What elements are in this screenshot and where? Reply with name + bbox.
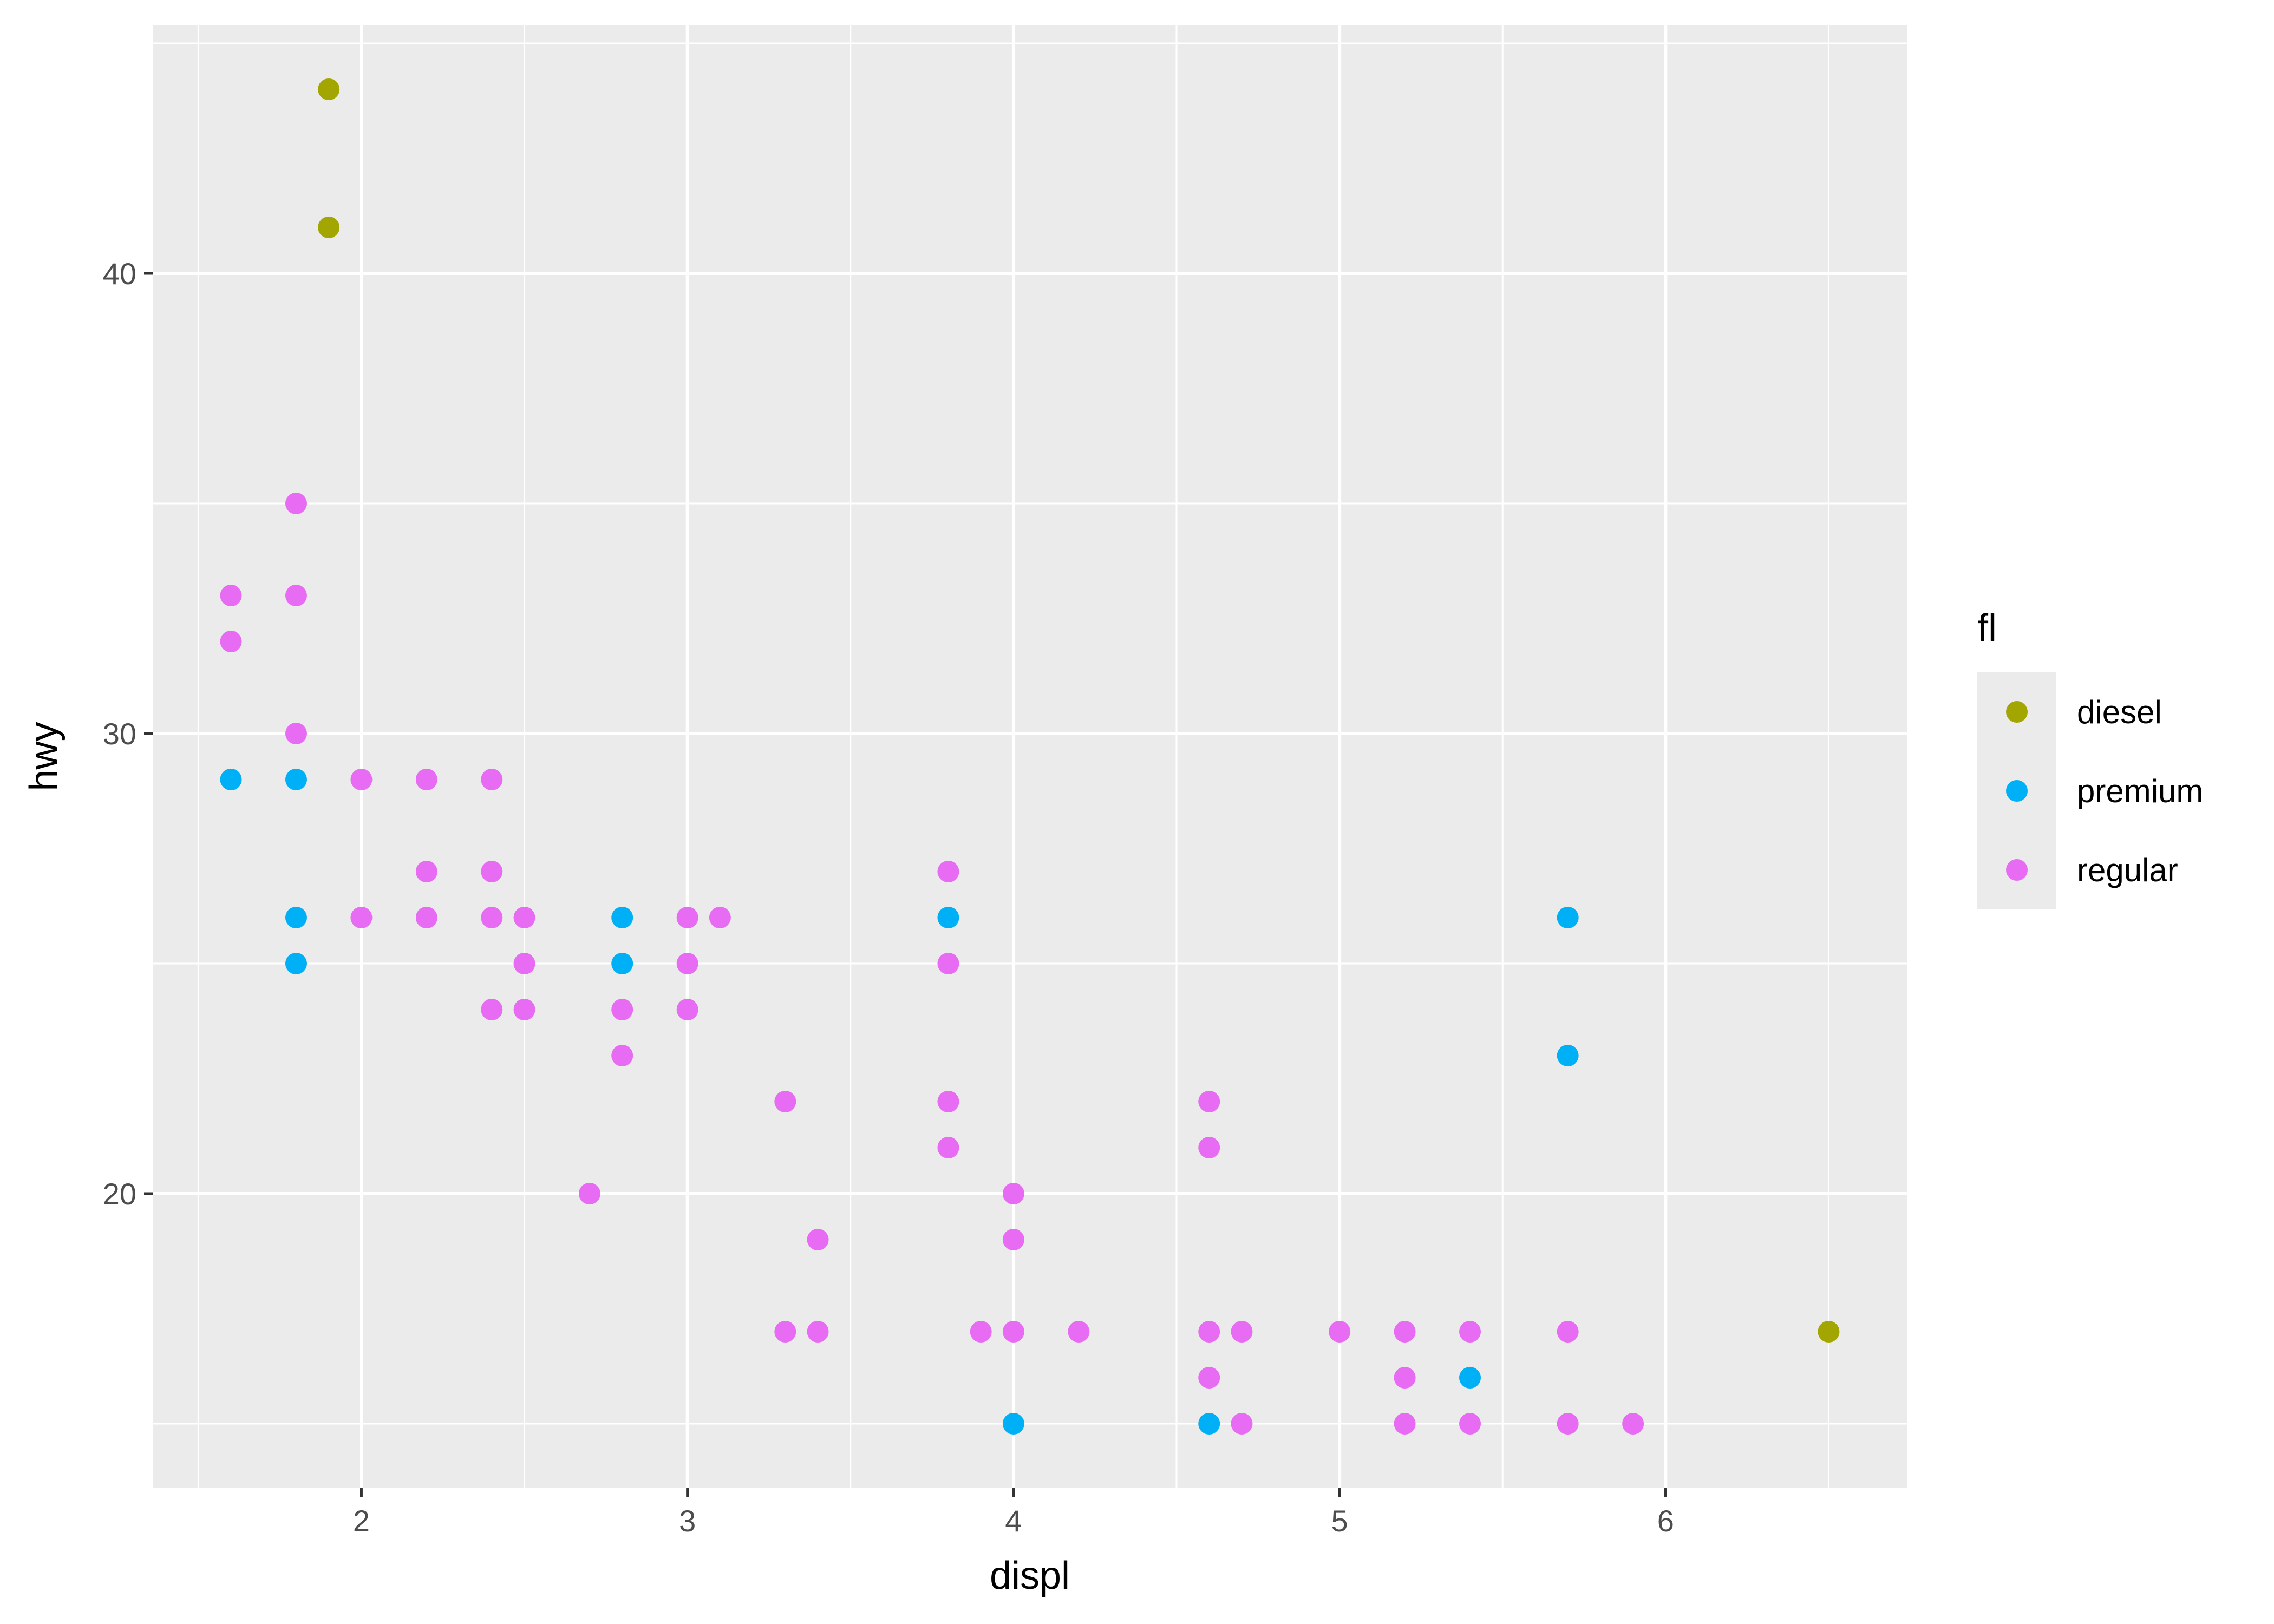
data-points (220, 78, 1840, 1435)
point-regular (774, 1321, 796, 1343)
x-tick-label: 5 (1331, 1504, 1348, 1538)
point-diesel (318, 217, 340, 238)
point-regular (415, 907, 437, 928)
point-regular (774, 1091, 796, 1112)
point-regular (1622, 1413, 1644, 1435)
point-regular (1459, 1321, 1481, 1343)
point-regular (220, 631, 242, 652)
point-regular (676, 907, 698, 928)
point-regular (1231, 1321, 1253, 1343)
point-premium (1459, 1367, 1481, 1389)
point-premium (611, 953, 633, 974)
point-regular (1231, 1413, 1253, 1435)
point-premium (1002, 1413, 1024, 1435)
x-tick-label: 3 (679, 1504, 696, 1538)
point-regular (1557, 1413, 1579, 1435)
point-regular (676, 953, 698, 974)
major-gridlines (153, 25, 1907, 1488)
minor-gridlines (153, 25, 1907, 1488)
point-regular (350, 907, 373, 928)
point-premium (285, 953, 307, 974)
point-regular (1198, 1137, 1220, 1158)
point-regular (1394, 1413, 1416, 1435)
point-regular (611, 999, 633, 1020)
point-regular (285, 493, 307, 514)
point-regular (709, 907, 731, 928)
x-tick-label: 6 (1657, 1504, 1674, 1538)
point-regular (807, 1229, 829, 1250)
point-regular (285, 723, 307, 744)
point-regular (937, 1091, 959, 1112)
point-premium (220, 769, 242, 790)
point-regular (285, 585, 307, 606)
point-diesel (1818, 1321, 1840, 1343)
x-axis: 2 3 4 5 6 (353, 1488, 1674, 1538)
point-regular (1198, 1091, 1220, 1112)
point-regular (807, 1321, 829, 1343)
point-premium (1557, 907, 1579, 928)
point-regular (1394, 1367, 1416, 1389)
point-premium (937, 907, 959, 928)
point-regular (481, 999, 503, 1020)
legend-label-regular: regular (2077, 852, 2178, 888)
point-regular (1459, 1413, 1481, 1435)
point-regular (578, 1183, 600, 1204)
point-regular (481, 861, 503, 882)
y-tick-label: 30 (103, 717, 136, 751)
point-diesel (318, 78, 340, 100)
legend-label-diesel: diesel (2077, 694, 2162, 730)
point-regular (676, 999, 698, 1020)
x-tick-label: 2 (353, 1504, 370, 1538)
point-premium (1198, 1413, 1220, 1435)
point-regular (415, 861, 437, 882)
point-regular (1329, 1321, 1351, 1343)
point-regular (513, 999, 535, 1020)
point-premium (285, 907, 307, 928)
x-axis-title: displ (990, 1554, 1070, 1597)
y-axis: 20 30 40 (103, 257, 153, 1211)
point-regular (513, 953, 535, 974)
point-regular (937, 861, 959, 882)
y-tick-label: 20 (103, 1177, 136, 1211)
point-regular (1002, 1229, 1024, 1250)
point-regular (937, 1137, 959, 1158)
point-regular (1002, 1321, 1024, 1343)
point-regular (415, 769, 437, 790)
point-regular (220, 585, 242, 606)
legend: fl diesel premium regular (1977, 607, 2203, 909)
y-axis-title: hwy (22, 722, 66, 791)
point-regular (1002, 1183, 1024, 1204)
legend-title: fl (1977, 607, 1997, 650)
point-regular (513, 907, 535, 928)
point-premium (285, 769, 307, 790)
point-regular (481, 769, 503, 790)
point-regular (1068, 1321, 1090, 1343)
plot-panel (153, 25, 1907, 1488)
point-regular (1198, 1321, 1220, 1343)
point-regular (1557, 1321, 1579, 1343)
legend-key-premium (2006, 780, 2028, 802)
legend-items: diesel premium regular (2006, 694, 2203, 888)
point-regular (1394, 1321, 1416, 1343)
point-regular (481, 907, 503, 928)
point-premium (1557, 1045, 1579, 1066)
point-regular (611, 1045, 633, 1066)
legend-key-regular (2006, 859, 2028, 881)
x-tick-label: 4 (1005, 1504, 1022, 1538)
point-regular (1198, 1367, 1220, 1389)
point-regular (937, 953, 959, 974)
point-regular (350, 769, 373, 790)
y-tick-label: 40 (103, 257, 136, 291)
legend-key-diesel (2006, 701, 2028, 723)
point-premium (611, 907, 633, 928)
legend-label-premium: premium (2077, 773, 2203, 809)
point-regular (970, 1321, 992, 1343)
